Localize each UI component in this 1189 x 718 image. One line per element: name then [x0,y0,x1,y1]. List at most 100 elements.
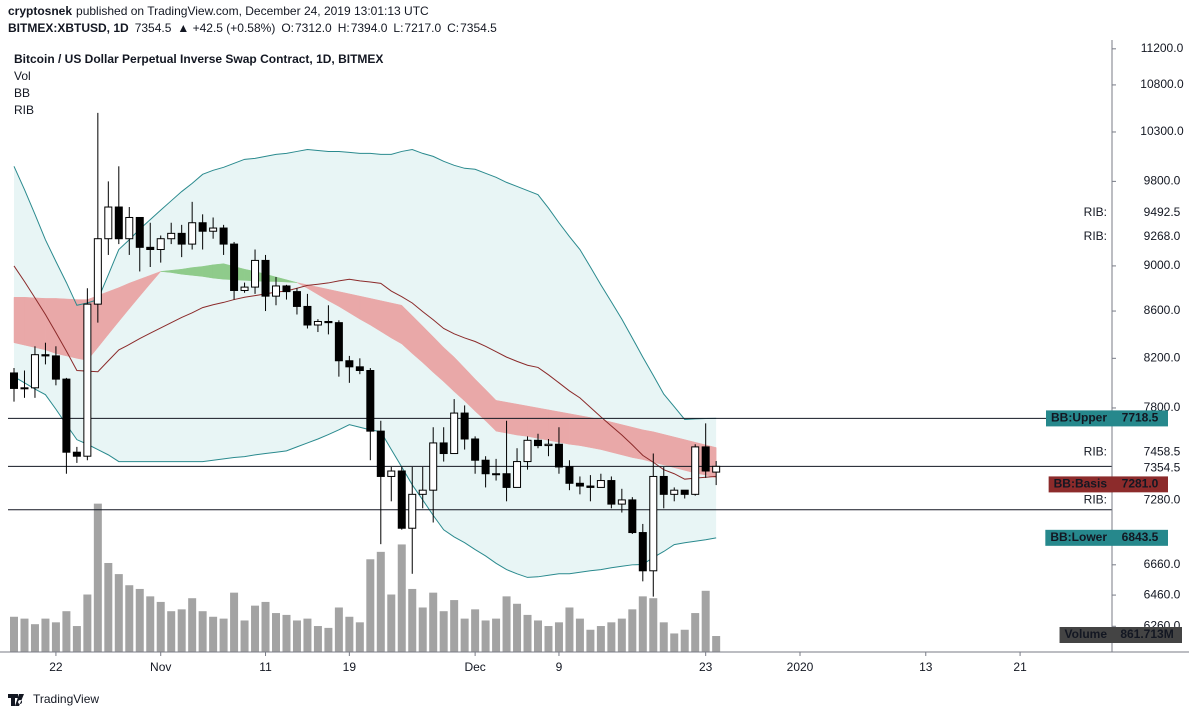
volume-bar [324,627,333,652]
volume-bar [209,616,218,652]
badge-value-box [1113,492,1169,509]
candle-body [324,320,333,324]
volume-bar [628,609,637,652]
candle-body [177,232,186,245]
volume-bar [701,590,710,652]
volume-bar [345,616,354,652]
rib-band [380,300,392,339]
candle-body [313,320,322,326]
logo [8,694,24,706]
volume-bar [272,613,280,652]
rib-band [202,264,214,279]
volume-bar [565,607,574,652]
bb-basis [13,265,717,480]
quote-part: BITMEX:XBTUSD, 1D [8,21,129,35]
volume-bar [439,611,448,652]
volume-bar [146,596,155,652]
badge-name-box [1048,476,1112,493]
volume-bar [680,629,689,652]
volume-bar [534,620,542,652]
quote-part: 7217.0 [404,21,441,35]
candle-body [701,446,710,472]
volume-bar [691,613,700,652]
volume-bar [355,622,364,652]
rib-band [149,270,162,285]
volume-bar [282,614,291,652]
rib-band [642,429,654,463]
badge-value-box [1113,444,1169,461]
y-tick-label: 9800.0 [1144,174,1181,188]
volume-bar [408,588,417,652]
volume-bar [670,633,679,652]
indicator-label: RIB [14,103,34,117]
badge-value-box [1112,476,1168,493]
rib-band [621,424,633,458]
volume-bar [93,503,102,652]
rib-band [495,400,507,434]
candle-body [691,446,700,495]
badge-value: 9268.0 [1144,229,1181,243]
candle-body [93,238,102,305]
candle-body [62,378,71,453]
badge-value: 6843.5 [1122,530,1159,544]
y-tick-label: 8600.0 [1144,303,1181,317]
rib-band [516,403,528,437]
volume-bar [492,618,501,652]
candle-body [408,493,417,529]
candle-body [20,387,29,390]
rib-band [66,298,78,359]
volume-bar [313,626,322,652]
chart-title: Bitcoin / US Dollar Perpetual Inverse Sw… [14,52,383,66]
candle-body [240,286,249,291]
badge-name-box [1046,410,1112,427]
badge-name-box [1045,529,1112,546]
rib-band [212,263,224,280]
candle-body [607,480,616,505]
volume-bar [114,574,123,652]
published-note: published on TradingView.com, December 2… [76,4,429,18]
volume-bar [72,626,81,652]
badge-value-box [1113,205,1169,222]
candle-body [251,259,260,288]
volume-badge-name: Volume [1065,627,1108,641]
candle-body [146,246,155,251]
badge-value-box [1112,529,1168,546]
badge-value: 9492.5 [1144,205,1181,219]
rib-band [632,426,644,460]
badge-name: BB:Lower [1050,530,1107,544]
volume-bar [617,618,626,652]
badge-value: 7718.5 [1122,411,1159,425]
y-tick-label: 6460.0 [1144,587,1181,601]
y-tick-label: 11200.0 [1141,41,1184,55]
rib-band [55,298,67,357]
candle-body [272,285,280,297]
brand: TradingView [33,692,99,706]
volume-bar [397,544,406,652]
volume-bar [219,618,228,652]
rib-band [181,267,193,276]
volume-bar [712,636,721,652]
volume-bar [502,596,511,652]
volume-bar [366,559,375,652]
candle-body [502,473,511,488]
quote-part: 7394.0 [351,21,388,35]
candle-body [387,470,396,477]
x-tick-label: 19 [343,660,357,674]
volume-bar [104,562,113,652]
x-tick-label: 21 [1013,660,1027,674]
volume-bar [30,624,39,652]
candle-body [481,459,490,475]
rib-band [45,298,57,354]
candle-body [450,412,459,455]
candle-body [209,227,218,232]
candle-body [628,499,637,534]
quote-part: L: [393,21,403,35]
volume-bar [334,607,343,652]
rib-band [673,436,685,471]
volume-bar [450,600,459,652]
volume-bar [513,603,522,652]
volume-bar [607,622,616,652]
volume-bar [649,598,658,652]
volume-bar [230,592,239,652]
